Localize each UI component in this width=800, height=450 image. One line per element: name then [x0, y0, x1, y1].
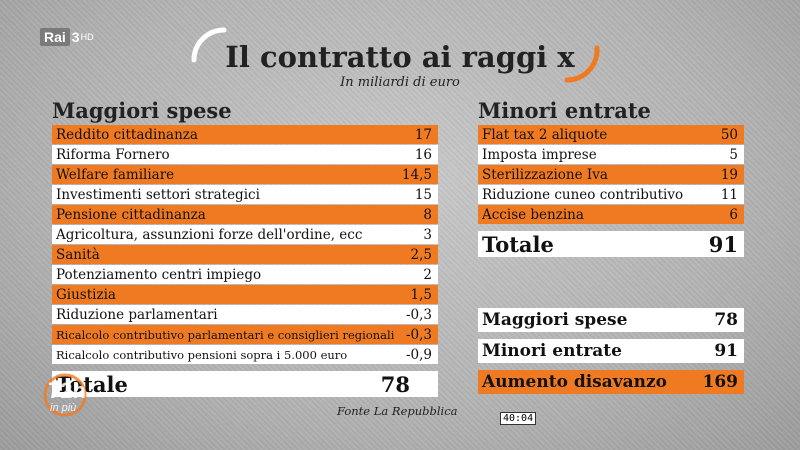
table-row: Riforma Fornero 16	[52, 145, 438, 164]
minori-entrate-heading: Minori entrate	[478, 98, 651, 123]
page-title: Il contratto ai raggi x	[225, 40, 575, 74]
program-logo-number: 72h	[48, 378, 86, 403]
row-label: Agricoltura, assunzioni forze dell'ordin…	[56, 226, 363, 243]
table-row: Potenziamento centri impiego 2	[52, 265, 438, 284]
program-logo-text: in più	[50, 402, 77, 414]
source-note: Fonte La Repubblica	[337, 404, 458, 418]
summary-label: Minori entrate	[482, 341, 622, 361]
table-row: Sterilizzazione Iva 19	[478, 165, 744, 184]
channel-suffix: HD	[80, 32, 94, 42]
minori-entrate-total: Totale 91	[478, 231, 744, 257]
row-value: 2	[423, 266, 432, 283]
row-value: 6	[729, 206, 738, 223]
table-row: Pensione cittadinanza 8	[52, 205, 438, 224]
row-value: 3	[423, 226, 432, 243]
row-label: Sanità	[56, 246, 100, 263]
row-label: Potenziamento centri impiego	[56, 266, 262, 283]
table-row: Flat tax 2 aliquote 50	[478, 125, 744, 144]
row-value: 16	[414, 146, 432, 163]
row-value: 8	[423, 206, 432, 223]
channel-number: 3	[71, 29, 80, 45]
row-label: Welfare familiare	[56, 166, 175, 183]
program-logo: 72h in più	[42, 372, 88, 418]
summary-value: 91	[714, 341, 738, 361]
channel-logo: Rai 3 HD	[40, 28, 94, 46]
maggiori-spese-heading: Maggiori spese	[52, 98, 232, 123]
row-value: 5	[729, 146, 738, 163]
row-label: Riduzione parlamentari	[56, 306, 218, 323]
table-row: Riduzione parlamentari -0,3	[52, 305, 438, 324]
row-value: -0,9	[405, 346, 432, 363]
table-row: Ricalcolo contributivo parlamentari e co…	[52, 325, 438, 344]
row-value: -0,3	[405, 326, 432, 343]
row-label: Riforma Fornero	[56, 146, 170, 163]
summary-box: Maggiori spese 78 Minori entrate 91 Aume…	[478, 308, 744, 401]
table-row: Accise benzina 6	[478, 205, 744, 224]
arc-decoration-right-icon	[564, 45, 600, 83]
minori-entrate-total-value: 91	[708, 231, 738, 257]
row-value: 1,5	[410, 286, 432, 303]
table-row: Giustizia 1,5	[52, 285, 438, 304]
row-label: Imposta imprese	[482, 146, 597, 163]
row-value: 2,5	[410, 246, 432, 263]
row-label: Giustizia	[56, 286, 116, 303]
summary-row-minori-entrate: Minori entrate 91	[478, 339, 744, 363]
page-subtitle: In miliardi di euro	[340, 75, 460, 90]
summary-row-aumento-disavanzo: Aumento disavanzo 169	[478, 370, 744, 394]
timer-readout: 40:04	[500, 412, 537, 425]
table-row: Reddito cittadinanza 17	[52, 125, 438, 144]
row-value: 50	[720, 126, 738, 143]
table-row: Imposta imprese 5	[478, 145, 744, 164]
row-value: 15	[414, 186, 432, 203]
minori-entrate-table: Flat tax 2 aliquote 50 Imposta imprese 5 Ste…	[478, 125, 744, 225]
maggiori-spese-total-value: 78	[380, 371, 410, 397]
row-label: Investimenti settori strategici	[56, 186, 260, 203]
program-logo-ring-icon	[43, 373, 87, 417]
summary-value: 78	[714, 310, 738, 330]
row-label: Ricalcolo contributivo pensioni sopra i …	[56, 347, 348, 362]
row-value: 11	[720, 186, 738, 203]
maggiori-spese-table: Reddito cittadinanza 17 Riforma Fornero 16 W…	[52, 125, 438, 365]
row-label: Accise benzina	[482, 206, 584, 223]
arc-decoration-left-icon	[191, 27, 227, 63]
table-row: Agricoltura, assunzioni forze dell'ordin…	[52, 225, 438, 244]
row-label: Reddito cittadinanza	[56, 126, 198, 143]
channel-brand: Rai	[40, 28, 70, 46]
summary-value: 169	[702, 372, 739, 392]
table-row: Riduzione cuneo contributivo 11	[478, 185, 744, 204]
table-row: Investimenti settori strategici 15	[52, 185, 438, 204]
maggiori-spese-total: Totale 78	[52, 371, 438, 397]
row-label: Sterilizzazione Iva	[482, 166, 608, 183]
summary-row-maggiori-spese: Maggiori spese 78	[478, 308, 744, 332]
table-row: Ricalcolo contributivo pensioni sopra i …	[52, 345, 438, 364]
table-row: Welfare familiare 14,5	[52, 165, 438, 184]
row-value: 19	[720, 166, 738, 183]
row-value: 17	[414, 126, 432, 143]
summary-label: Maggiori spese	[482, 310, 628, 330]
summary-label: Aumento disavanzo	[482, 372, 667, 392]
table-row: Sanità 2,5	[52, 245, 438, 264]
row-value: 14,5	[401, 166, 432, 183]
row-value: -0,3	[405, 306, 432, 323]
row-label: Riduzione cuneo contributivo	[482, 186, 684, 203]
row-label: Flat tax 2 aliquote	[482, 126, 608, 143]
minori-entrate-total-label: Totale	[482, 231, 554, 257]
row-label: Pensione cittadinanza	[56, 206, 206, 223]
row-label: Ricalcolo contributivo parlamentari e co…	[56, 327, 395, 342]
